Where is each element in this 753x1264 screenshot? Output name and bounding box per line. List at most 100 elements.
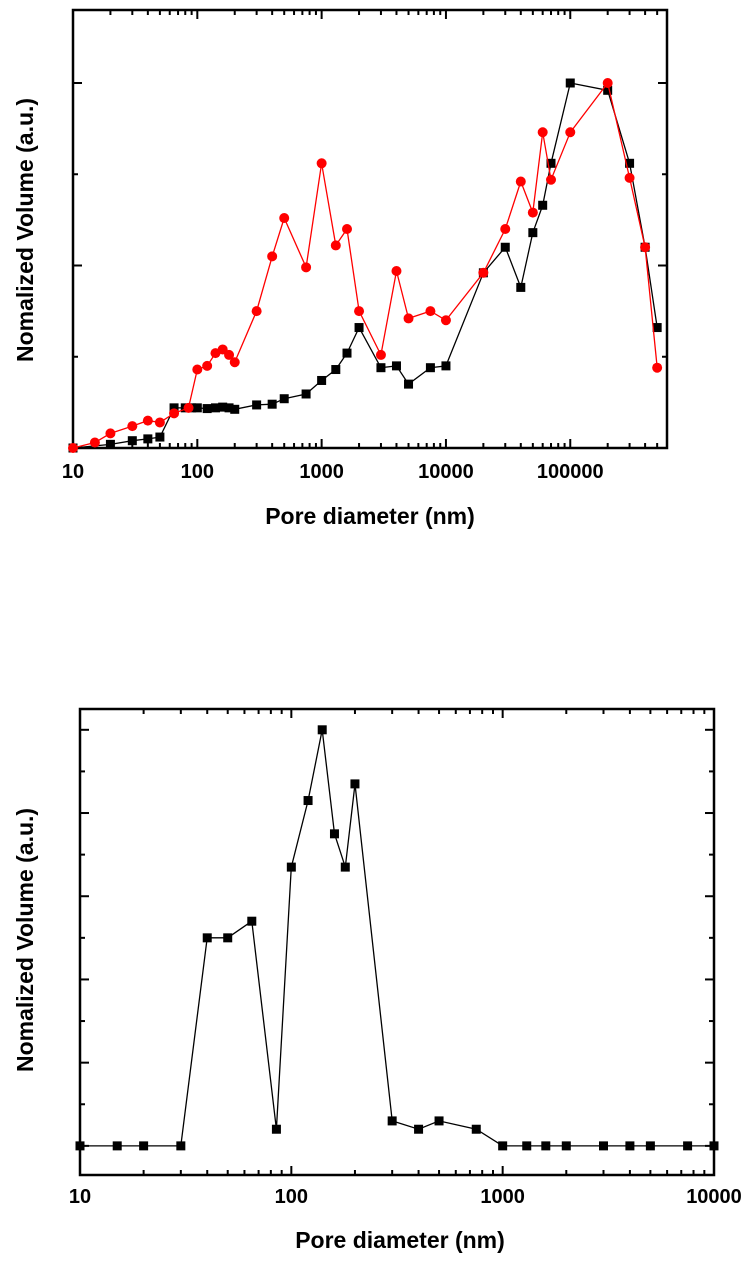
chart-1-series-1-point [203,404,212,413]
chart-2-ticks [80,709,714,1175]
chart-2-series-1-point [646,1141,655,1150]
chart-1-series-1-point [252,400,261,409]
chart-1-series-1-point [106,440,115,449]
chart-2-series-1-point [113,1141,122,1150]
chart-1-x-tick-label: 100000 [537,461,604,483]
chart-1-ticks [73,10,667,448]
chart-2-series-1-point [76,1141,85,1150]
chart-1-series-1-point [302,389,311,398]
chart-1-series-2-point [68,443,78,453]
chart-1-series-1-point [538,201,547,210]
chart-2-x-tick-label: 10 [69,1186,91,1208]
chart-2-series-1-point [223,933,232,942]
chart-1-series-2-point [625,173,635,183]
chart-2: 10 100 1000 10000 Pore diameter (nm) Nomali… [12,709,742,1253]
chart-2-series-1-point [247,917,256,926]
chart-2-series [76,725,719,1150]
chart-2-series-1-point [287,863,296,872]
chart-1-series-2-point [301,262,311,272]
chart-2-series-1-point [522,1141,531,1150]
chart-1-series-2-point [192,365,202,375]
chart-1-series-2-point [528,208,538,218]
chart-1-series-2-point [441,315,451,325]
chart-1-x-tick-label: 100 [181,461,214,483]
chart-1-series-2-line [73,83,657,448]
chart-1-series-2-point [478,268,488,278]
chart-2-x-tick-label: 100 [275,1186,308,1208]
chart-1-series-2-point [354,306,364,316]
chart-1-series-1-point [392,361,401,370]
chart-1-x-tick-label: 10 [62,461,84,483]
chart-2-series-1-point [472,1125,481,1134]
chart-2-x-tick-label: 1000 [480,1186,525,1208]
chart-2-series-1-point [435,1116,444,1125]
chart-1-series-2-point [516,177,526,187]
chart-1-series-2-point [546,175,556,185]
chart-1-series-2-point [317,158,327,168]
chart-1-series-1-point [280,394,289,403]
chart-2-series-1-point [341,863,350,872]
chart-1-series-2-point [184,403,194,413]
chart-2-series-1-point [710,1141,719,1150]
chart-2-series-1-point [414,1125,423,1134]
chart-2-series-1-point [304,796,313,805]
chart-2-series-1-point [498,1141,507,1150]
chart-1-series-1-point [566,79,575,88]
chart-1-x-tick-label: 10000 [418,461,474,483]
chart-2-x-tick-labels: 10 100 1000 10000 [69,1186,742,1208]
chart-2-series-1-point [541,1141,550,1150]
chart-1-series-2-point [500,224,510,234]
chart-2-series-1-point [139,1141,148,1150]
chart-1-series-2-point [90,438,100,448]
chart-2-series-1-point [330,829,339,838]
chart-1-series-1-point [501,243,510,252]
chart-1-series-1-point [426,363,435,372]
chart-1-series-2-point [252,306,262,316]
chart-1-series-2-point [331,240,341,250]
chart-1-series-1-point [404,380,413,389]
chart-1-series-2-point [404,313,414,323]
chart-1-series-2-point [202,361,212,371]
chart-1-series [68,78,662,453]
chart-1-series-2-point [267,251,277,261]
chart-2-series-1-point [562,1141,571,1150]
chart-1-series-2-point [169,408,179,418]
chart-1-series-1-point [355,323,364,332]
chart-1-series-1-point [230,405,239,414]
chart-2-series-1-point [388,1116,397,1125]
chart-1-x-axis-title: Pore diameter (nm) [265,503,475,529]
chart-2-y-axis-title: Nomalized Volume (a.u.) [12,808,38,1072]
chart-1-series-1-point [268,400,277,409]
chart-1-series-1-point [343,349,352,358]
chart-1-series-1-point [155,433,164,442]
chart-2-x-axis-title: Pore diameter (nm) [295,1227,505,1253]
chart-2-series-1-point [318,725,327,734]
chart-1-series-2-point [105,428,115,438]
chart-2-series-1-point [272,1125,281,1134]
chart-2-series-1-point [625,1141,634,1150]
chart-2-series-1-point [599,1141,608,1150]
chart-1-series-2-point [155,417,165,427]
chart-1-series-2-point [143,416,153,426]
chart-2-series-1-point [176,1141,185,1150]
chart-1-series-2-point [342,224,352,234]
chart-1-series-1-point [143,434,152,443]
chart-1-series-2-point [425,306,435,316]
chart-1-series-1-point [516,283,525,292]
chart-1-y-axis-title: Nomalized Volume (a.u.) [12,98,38,362]
chart-1-series-1-point [376,363,385,372]
chart-2-series-1-point [350,779,359,788]
chart-2-series-1-point [683,1141,692,1150]
chart-1-series-1-point [331,365,340,374]
chart-1-series-1-point [128,436,137,445]
chart-1-frame [73,10,667,448]
chart-1-gridless-plot-area [73,10,667,448]
chart-1-series-1-point [193,403,202,412]
chart-1-series-1-line [73,83,657,448]
chart-2-series-1-line [80,730,714,1146]
chart-1-series-1-point [441,361,450,370]
chart-1-x-tick-label: 1000 [299,461,344,483]
chart-1-series-2-point [603,78,613,88]
chart-1-series-2-point [279,213,289,223]
